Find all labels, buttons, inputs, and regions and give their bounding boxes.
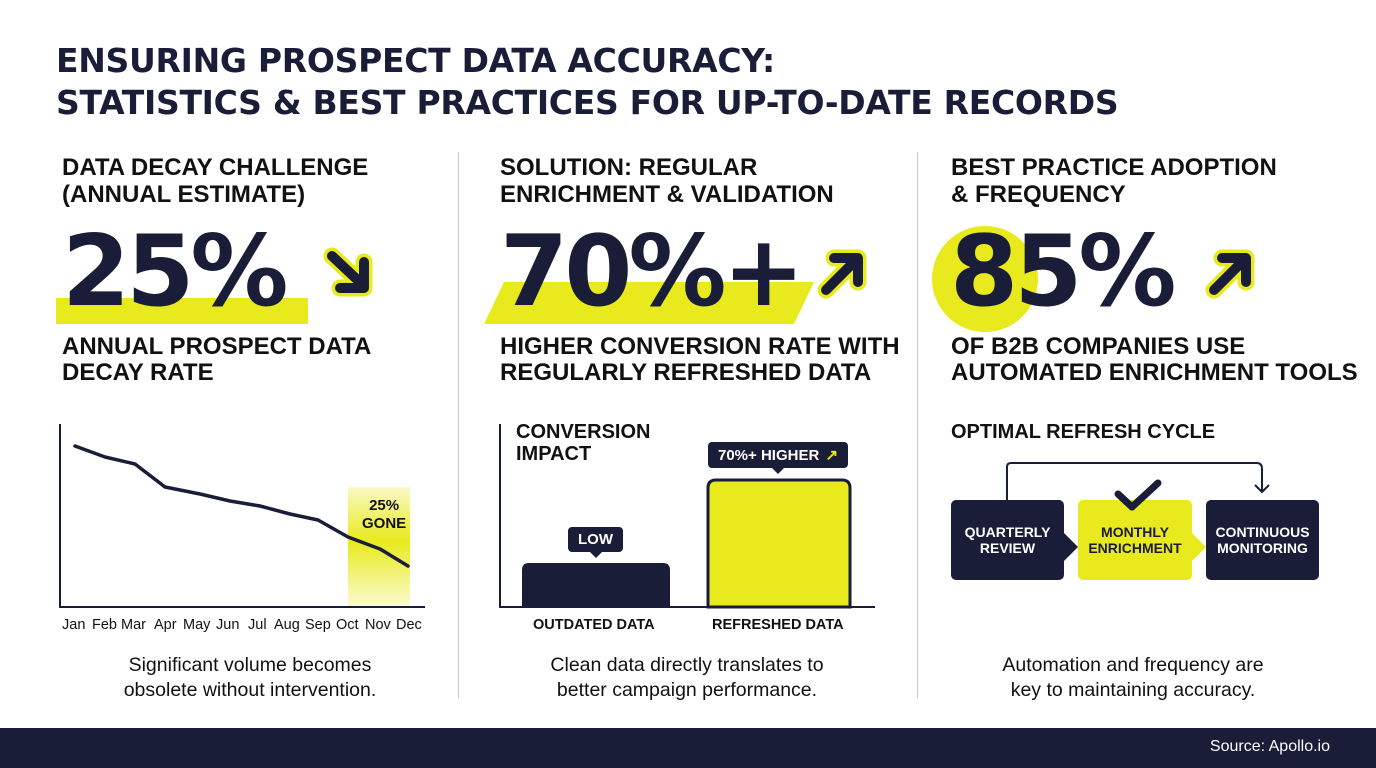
month-label: Nov — [365, 617, 391, 633]
column-heading: DATA DECAY CHALLENGE (ANNUAL ESTIMATE) — [62, 154, 369, 208]
column-caption: Automation and frequency are key to main… — [1002, 654, 1264, 701]
month-label: May — [183, 617, 211, 633]
arrow-up-right-icon — [817, 249, 867, 299]
stat-value: 70%+ — [500, 215, 805, 329]
month-label: Jan — [62, 617, 86, 633]
stat-description: OF B2B COMPANIES USE AUTOMATED ENRICHMEN… — [951, 333, 1358, 386]
stat-highlight — [484, 282, 814, 324]
bar-outdated — [522, 563, 670, 607]
month-label: Feb — [92, 617, 117, 633]
bar-chart-title: CONVERSION IMPACT — [516, 421, 651, 465]
column-divider-1 — [458, 152, 459, 698]
arrow-up-right-icon — [1205, 249, 1255, 299]
column-caption: Significant volume becomes obsolete with… — [123, 654, 377, 701]
arrow-down-right-icon — [323, 247, 373, 297]
month-label: Apr — [154, 617, 177, 633]
month-label: Oct — [336, 617, 359, 633]
arrow-down-icon — [1254, 484, 1270, 494]
refresh-cycle-connectors — [1006, 462, 1270, 561]
title-line-1: ENSURING PROSPECT DATA ACCURACY: — [56, 41, 775, 80]
stat-description: ANNUAL PROSPECT DATA DECAY RATE — [62, 333, 372, 386]
step-arrow — [1192, 533, 1206, 561]
month-label: Jul — [248, 617, 267, 633]
column-heading: BEST PRACTICE ADOPTION & FREQUENCY — [951, 154, 1277, 208]
stat-description: HIGHER CONVERSION RATE WITH REGULARLY RE… — [500, 333, 900, 386]
column-caption: Clean data directly translates to better… — [550, 654, 824, 701]
column-heading: SOLUTION: REGULAR ENRICHMENT & VALIDATIO… — [500, 154, 834, 208]
decay-line-chart — [59, 424, 425, 608]
bar-label-outdated: OUTDATED DATA — [533, 617, 655, 633]
refresh-cycle-title: OPTIMAL REFRESH CYCLE — [951, 421, 1216, 443]
loop-connector — [1006, 462, 1263, 500]
page-title: ENSURING PROSPECT DATA ACCURACY: STATIST… — [56, 40, 1119, 124]
step-quarterly-review: QUARTERLY REVIEW — [951, 500, 1064, 580]
footer-bar: Source: Apollo.io — [0, 728, 1376, 768]
conversion-bar-chart — [499, 424, 875, 609]
source-credit: Source: Apollo.io — [1209, 738, 1330, 755]
stat-highlight — [56, 298, 308, 324]
column-divider-2 — [917, 152, 918, 698]
month-label: Dec — [396, 617, 422, 633]
bar-tag-higher: 70%+ HIGHER ↗ — [708, 442, 849, 474]
step-monthly-enrichment: MONTHLY ENRICHMENT — [1078, 500, 1192, 580]
step-continuous-monitoring: CONTINUOUS MONITORING — [1206, 500, 1319, 580]
decay-line — [73, 444, 410, 568]
bar-tag-low: LOW — [568, 527, 623, 558]
step-arrow — [1064, 533, 1078, 561]
arrow-up-right-icon: ↗ — [825, 447, 839, 464]
month-label: Aug — [274, 617, 300, 633]
month-label: Sep — [305, 617, 331, 633]
title-line-2: STATISTICS & BEST PRACTICES FOR UP-TO-DA… — [56, 83, 1119, 122]
month-label: Jun — [216, 617, 240, 633]
stat-value: 25% — [62, 215, 289, 329]
checkmark-icon — [1114, 479, 1162, 511]
bar-label-refreshed: REFRESHED DATA — [712, 617, 844, 633]
stat-value: 85% — [950, 215, 1177, 329]
bar-refreshed — [706, 478, 852, 609]
gone-annotation: 25% GONE — [362, 497, 407, 532]
month-label: Mar — [121, 617, 146, 633]
stat-highlight-circle — [932, 226, 1038, 332]
